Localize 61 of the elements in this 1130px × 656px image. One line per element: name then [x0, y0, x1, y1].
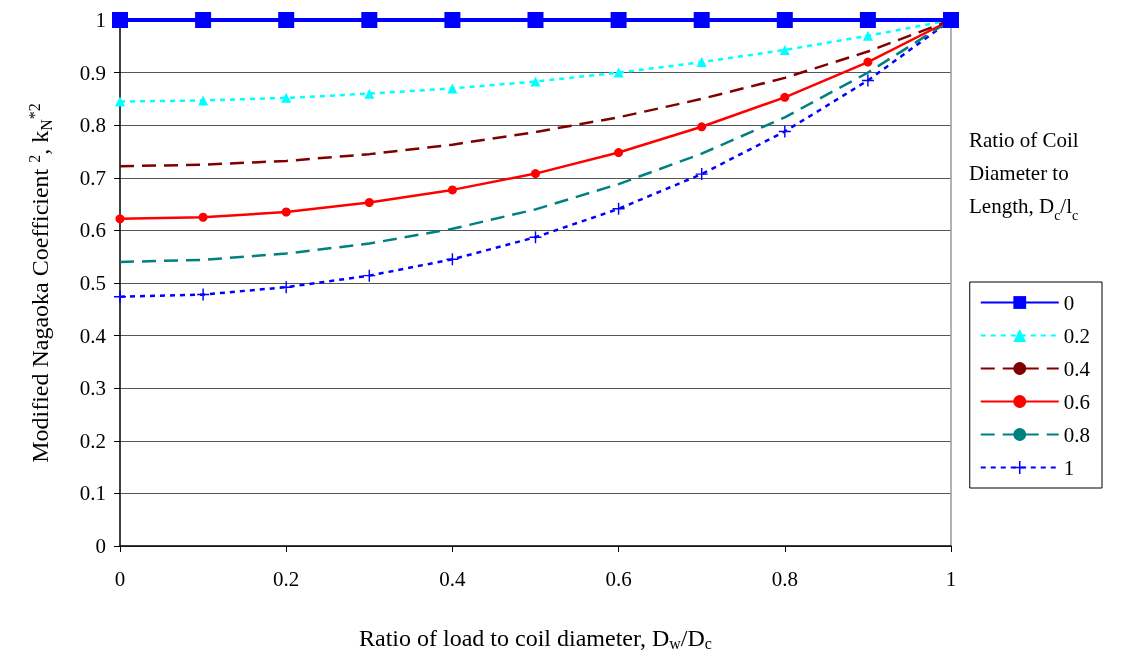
y-tick-label: 0.5	[79, 271, 106, 295]
y-tick-label: 0.8	[79, 113, 106, 138]
y-tick-label: 0.9	[79, 60, 106, 85]
legend-label: 0.6	[1063, 389, 1090, 414]
x-tick-label: 0	[114, 566, 126, 591]
legend-label: 0	[1063, 290, 1075, 315]
point	[198, 212, 208, 222]
y-tick-label: 0.6	[79, 218, 106, 243]
legend-label: 0.8	[1063, 422, 1090, 447]
x-tick-label: 0.4	[439, 566, 467, 591]
point	[197, 288, 210, 301]
y-tick-label: 0.1	[79, 481, 106, 506]
point	[780, 92, 790, 102]
point	[530, 76, 541, 87]
y-axis-title: Modified Nagaoka Coefficient 2, kN*2	[25, 103, 55, 463]
y-tick-label: 0.4	[79, 323, 107, 348]
point	[610, 12, 627, 28]
point	[364, 88, 375, 99]
point	[280, 281, 293, 294]
legend-label: 0.4	[1063, 356, 1091, 381]
point	[613, 67, 624, 78]
y-tick-label: 0	[95, 534, 106, 558]
point	[859, 12, 876, 28]
point	[531, 169, 540, 179]
x-tick-label: 1	[945, 566, 957, 591]
point	[862, 30, 873, 41]
x-tick-label: 0.8	[771, 566, 798, 591]
x-tick-label: 0.2	[273, 566, 300, 591]
y-tick-label: 0.2	[79, 428, 106, 453]
point	[115, 214, 125, 224]
legend-label: 1	[1063, 455, 1075, 480]
point	[115, 96, 125, 107]
point	[364, 198, 374, 208]
point	[697, 122, 707, 132]
point	[614, 148, 624, 158]
legend-label: 0.2	[1063, 323, 1090, 348]
point	[696, 57, 707, 68]
point	[278, 12, 295, 28]
point	[361, 12, 378, 28]
point	[112, 12, 128, 28]
point	[695, 168, 708, 181]
point	[447, 83, 458, 94]
point	[863, 57, 873, 67]
point	[281, 207, 291, 217]
point	[779, 44, 790, 55]
point	[198, 95, 209, 106]
point	[861, 74, 874, 87]
point	[527, 12, 544, 28]
point	[693, 12, 710, 28]
point	[114, 290, 126, 303]
point	[281, 92, 292, 103]
point	[444, 12, 461, 28]
y-tick-label: 1	[95, 8, 106, 32]
point	[447, 185, 457, 195]
x-tick-label: 0.6	[605, 566, 632, 591]
y-tick-label: 0.7	[79, 165, 106, 190]
point	[612, 202, 625, 215]
point	[776, 12, 793, 28]
y-tick-label: 0.3	[79, 376, 106, 401]
point	[195, 12, 212, 28]
point	[778, 125, 791, 138]
